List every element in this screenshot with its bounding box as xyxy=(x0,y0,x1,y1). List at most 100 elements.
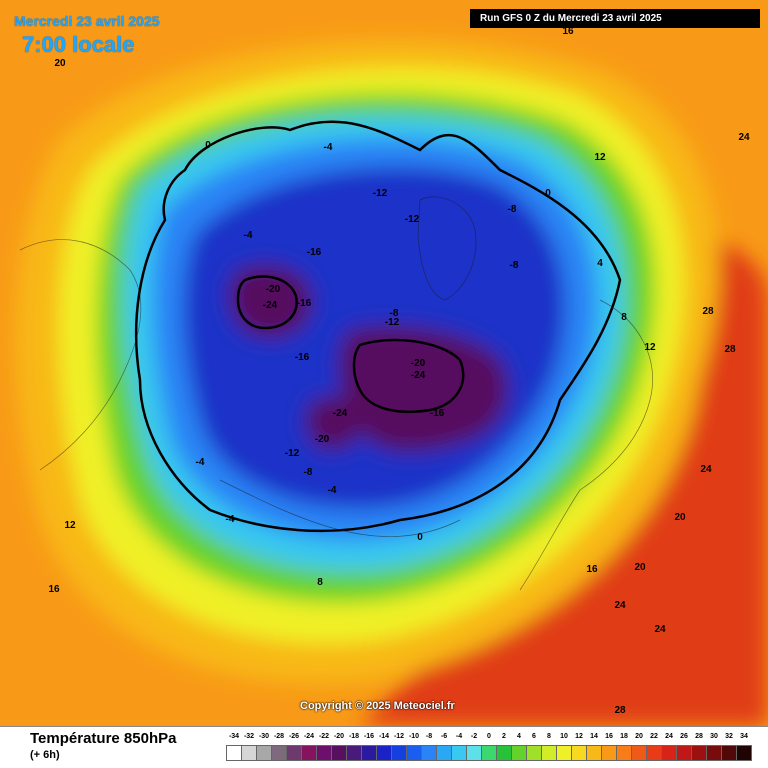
legend-swatch xyxy=(346,745,362,761)
isotherm-label: 24 xyxy=(654,624,666,635)
isotherm-label: -24 xyxy=(411,370,426,381)
cold-core-south xyxy=(305,396,361,450)
temperature-map: -20 -24 -16 -20 -24 -16 -24 -20 -12 -12 … xyxy=(0,0,768,726)
isotherm-minus-twenty-west xyxy=(236,275,298,330)
isotherm-label: -16 xyxy=(430,408,445,419)
isotherm-label: 24 xyxy=(700,464,712,475)
legend-swatch xyxy=(406,745,422,761)
isotherm-label: 8 xyxy=(317,577,323,588)
isotherm-label: 20 xyxy=(54,58,66,69)
isotherm-label: 28 xyxy=(614,705,626,716)
isotherm-label: -8 xyxy=(390,308,399,319)
model-run-label: Run GFS 0 Z du Mercredi 23 avril 2025 xyxy=(470,9,760,28)
legend-level-label: 0 xyxy=(487,733,491,740)
isotherm-label: -24 xyxy=(333,408,348,419)
legend-level-label: -24 xyxy=(303,733,315,740)
legend-level-label: 30 xyxy=(710,733,718,740)
variable-title: Température 850hPa xyxy=(30,730,177,747)
legend-swatch xyxy=(226,745,242,761)
legend-swatch xyxy=(286,745,302,761)
isotherm-label: 16 xyxy=(48,584,60,595)
legend-level-label: -16 xyxy=(363,733,375,740)
isotherm-label: 16 xyxy=(562,26,574,37)
legend-swatch xyxy=(301,745,317,761)
isotherm-label: 8 xyxy=(621,312,627,323)
legend-level-label: 16 xyxy=(605,733,613,740)
legend-swatch xyxy=(451,745,467,761)
legend-swatch xyxy=(616,745,632,761)
legend-level-label: 26 xyxy=(680,733,688,740)
isotherm-label: 24 xyxy=(738,132,750,143)
legend-swatch xyxy=(646,745,662,761)
legend-level-label: 2 xyxy=(502,733,506,740)
legend-swatch xyxy=(256,745,272,761)
isotherm-label: -8 xyxy=(304,467,313,478)
legend-level-label: -10 xyxy=(408,733,420,740)
legend-swatch xyxy=(706,745,722,761)
isotherm-label: 28 xyxy=(724,344,736,355)
legend-swatch xyxy=(661,745,677,761)
isotherm-label: -4 xyxy=(328,485,337,496)
legend-swatch xyxy=(511,745,527,761)
coastline-eurasia xyxy=(519,299,653,591)
legend-level-label: 12 xyxy=(575,733,583,740)
legend-level-label: -32 xyxy=(243,733,255,740)
legend-level-label: 18 xyxy=(620,733,628,740)
isotherm-label: 12 xyxy=(644,342,656,353)
legend-level-label: 6 xyxy=(532,733,536,740)
coastline-greenland xyxy=(417,196,477,301)
legend-swatch xyxy=(571,745,587,761)
legend-level-label: -18 xyxy=(348,733,360,740)
forecast-date: Mercredi 23 avril 2025 xyxy=(14,13,160,29)
isotherm-label: 12 xyxy=(64,520,76,531)
legend-swatch xyxy=(631,745,647,761)
legend-swatch xyxy=(376,745,392,761)
legend-level-label: -14 xyxy=(378,733,390,740)
isotherm-label: 16 xyxy=(586,564,598,575)
legend-level-label: 24 xyxy=(665,733,673,740)
isotherm-label: -20 xyxy=(315,434,330,445)
legend-level-label: -6 xyxy=(440,733,448,740)
isotherm-label: -16 xyxy=(307,247,322,258)
cold-core-central xyxy=(339,326,509,452)
isotherm-minus-twenty-central xyxy=(352,338,465,414)
legend-level-label: 14 xyxy=(590,733,598,740)
isotherm-label: -8 xyxy=(508,204,517,215)
legend-level-label: -34 xyxy=(228,733,240,740)
legend-swatch xyxy=(691,745,707,761)
forecast-offset: (+ 6h) xyxy=(30,749,60,761)
isotherm-label: -4 xyxy=(244,230,253,241)
legend-swatch xyxy=(736,745,752,761)
legend-swatch xyxy=(526,745,542,761)
isotherm-label: 20 xyxy=(674,512,686,523)
isotherm-label: -12 xyxy=(405,214,420,225)
legend-swatch xyxy=(556,745,572,761)
legend-level-label: -4 xyxy=(455,733,463,740)
cold-core-west xyxy=(229,265,312,339)
legend-swatch xyxy=(271,745,287,761)
legend-level-label: -30 xyxy=(258,733,270,740)
forecast-time: 7:00 locale xyxy=(22,32,135,57)
isotherm-label: 24 xyxy=(614,600,626,611)
legend-level-label: 4 xyxy=(517,733,521,740)
isotherm-label: 20 xyxy=(634,562,646,573)
legend-swatch xyxy=(331,745,347,761)
isotherm-label: 28 xyxy=(702,306,714,317)
coastline-north-america xyxy=(19,239,142,471)
isotherm-label: -4 xyxy=(226,514,235,525)
footer: Température 850hPa (+ 6h) -34 -32 -30 -28 -2… xyxy=(0,726,768,768)
legend-level-label: -20 xyxy=(333,733,345,740)
legend-swatch xyxy=(466,745,482,761)
isotherm-label: -8 xyxy=(510,260,519,271)
legend-swatch xyxy=(361,745,377,761)
legend-swatch xyxy=(496,745,512,761)
legend-level-label: 20 xyxy=(635,733,643,740)
legend-level-label: 10 xyxy=(560,733,568,740)
legend-level-label: -22 xyxy=(318,733,330,740)
legend-level-label: 32 xyxy=(725,733,733,740)
legend-swatch xyxy=(541,745,557,761)
legend-swatch xyxy=(391,745,407,761)
legend-swatch xyxy=(601,745,617,761)
isotherm-label: -12 xyxy=(285,448,300,459)
